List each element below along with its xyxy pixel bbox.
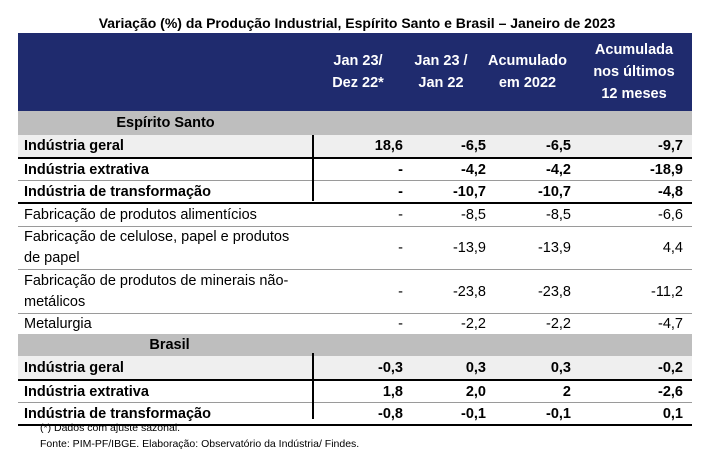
row-label: Indústria geral [24,359,124,376]
row-label-line: Fabricação de produtos de minerais não- [24,272,289,289]
row-label: Metalurgia [24,315,92,332]
footnote: (*) Dados com ajuste sazonal. [40,422,181,434]
header-text: nos últimos [593,64,675,80]
cell-value: -6,5 [546,138,571,154]
header-acumulada-12-meses: Acumulada nos últimos 12 meses [576,33,692,111]
cell-value: - [398,161,403,178]
cell-value: - [398,240,403,256]
table-row: Indústria extrativa 1,8 2,0 2 -2,6 [18,381,692,403]
column-divider [312,353,314,419]
table-notes: (*) Dados com ajuste sazonal. Fonte: PIM… [40,420,359,452]
cell-value: - [398,207,403,223]
header-acumulado-2022: Acumulado em 2022 [479,33,576,111]
cell-value: -2,2 [461,316,486,332]
cell-value: -9,7 [658,138,683,154]
header-jan23-jan22: Jan 23 / Jan 22 [403,33,479,111]
cell-value: 2,0 [465,383,486,400]
cell-value: -6,5 [461,138,486,154]
table-row: Fabricação de produtos alimentícios - -8… [18,204,692,227]
cell-value: -4,7 [658,316,683,332]
row-label: Fabricação de celulose, papel e produtos… [18,227,321,269]
source-note: Fonte: PIM-PF/IBGE. Elaboração: Observat… [40,438,360,450]
section-header-brasil: Brasil [18,334,692,356]
row-label: Fabricação de produtos alimentícios [24,206,257,223]
section-label: Espírito Santo [116,115,215,131]
header-text: Jan 23 / [414,53,468,69]
table-row: Metalurgia - -2,2 -2,2 -4,7 [18,314,692,334]
cell-value: -11,2 [651,283,683,300]
row-label-line: metálicos [24,293,86,310]
cell-value: -13,9 [452,240,486,256]
cell-value: -13,9 [537,240,571,256]
row-label-line: Fabricação de celulose, papel e produtos [24,229,290,245]
table-row: Fabricação de celulose, papel e produtos… [18,227,692,270]
table-title: Variação (%) da Produção Industrial, Esp… [98,15,616,31]
section-label: Brasil [149,337,190,353]
cell-value: 0,3 [550,359,571,376]
header-empty-cell [18,33,313,111]
cell-value: -23,8 [452,283,486,300]
row-label: Indústria extrativa [24,161,149,178]
cell-value: -0,2 [658,359,683,376]
row-label-line: de papel [24,250,80,266]
cell-value: - [398,283,403,300]
table-row: Fabricação de produtos de minerais não-m… [18,270,692,314]
row-label: Indústria geral [24,138,124,154]
row-label: Indústria de transformação [24,183,211,200]
header-text: 12 meses [601,86,667,102]
cell-value: 18,6 [374,138,403,154]
cell-value: -23,8 [537,283,571,300]
cell-value: -4,2 [546,161,571,178]
table-header: Jan 23/Dez 22* Jan 23 / Jan 22 Acumulado e… [18,33,692,111]
row-label: Indústria extrativa [24,383,149,400]
header-text: Dez 22* [332,75,384,91]
table-row: Indústria extrativa - -4,2 -4,2 -18,9 [18,159,692,181]
cell-value: - [398,316,403,332]
cell-value: -0,1 [461,405,486,422]
table-row: Indústria de transformação - -10,7 -10,7… [18,181,692,204]
cell-value: 1,8 [382,383,403,400]
cell-value: 0,3 [465,359,486,376]
production-table: Jan 23/Dez 22* Jan 23 / Jan 22 Acumulado e… [18,33,692,426]
cell-value: -2,6 [658,383,683,400]
cell-value: -0,3 [378,359,403,376]
row-label: Indústria de transformação [24,405,211,422]
cell-value: 0,1 [662,405,683,422]
cell-value: -18,9 [649,161,683,178]
header-text: Acumulado [488,53,567,69]
cell-value: 2 [562,383,571,400]
header-text: Jan 22 [418,75,464,91]
cell-value: -8,5 [461,207,486,223]
table-row: Indústria geral -0,3 0,3 0,3 -0,2 [18,356,692,381]
cell-value: 4,4 [662,240,683,256]
cell-value: -0,1 [546,405,571,422]
cell-value: -2,2 [546,316,571,332]
cell-value: -8,5 [546,207,571,223]
header-jan23-dez22: Jan 23/Dez 22* [313,33,403,111]
cell-value: -10,7 [452,183,486,200]
cell-value: -0,8 [378,405,403,422]
cell-value: -6,6 [658,207,683,223]
header-text: em 2022 [498,75,557,91]
cell-value: -10,7 [537,183,571,200]
cell-value: -4,2 [461,161,486,178]
header-text: Jan 23/ [333,53,383,69]
table-row: Indústria de transformação -0,8 -0,1 -0,… [18,403,692,426]
table-row: Indústria geral 18,6 -6,5 -6,5 -9,7 [18,135,692,159]
column-divider [312,135,314,201]
header-text: Acumulada [594,42,674,58]
row-label: Fabricação de produtos de minerais não-m… [18,271,321,313]
cell-value: -4,8 [658,183,683,200]
cell-value: - [398,183,403,200]
section-header-espirito-santo: Espírito Santo [18,111,692,135]
